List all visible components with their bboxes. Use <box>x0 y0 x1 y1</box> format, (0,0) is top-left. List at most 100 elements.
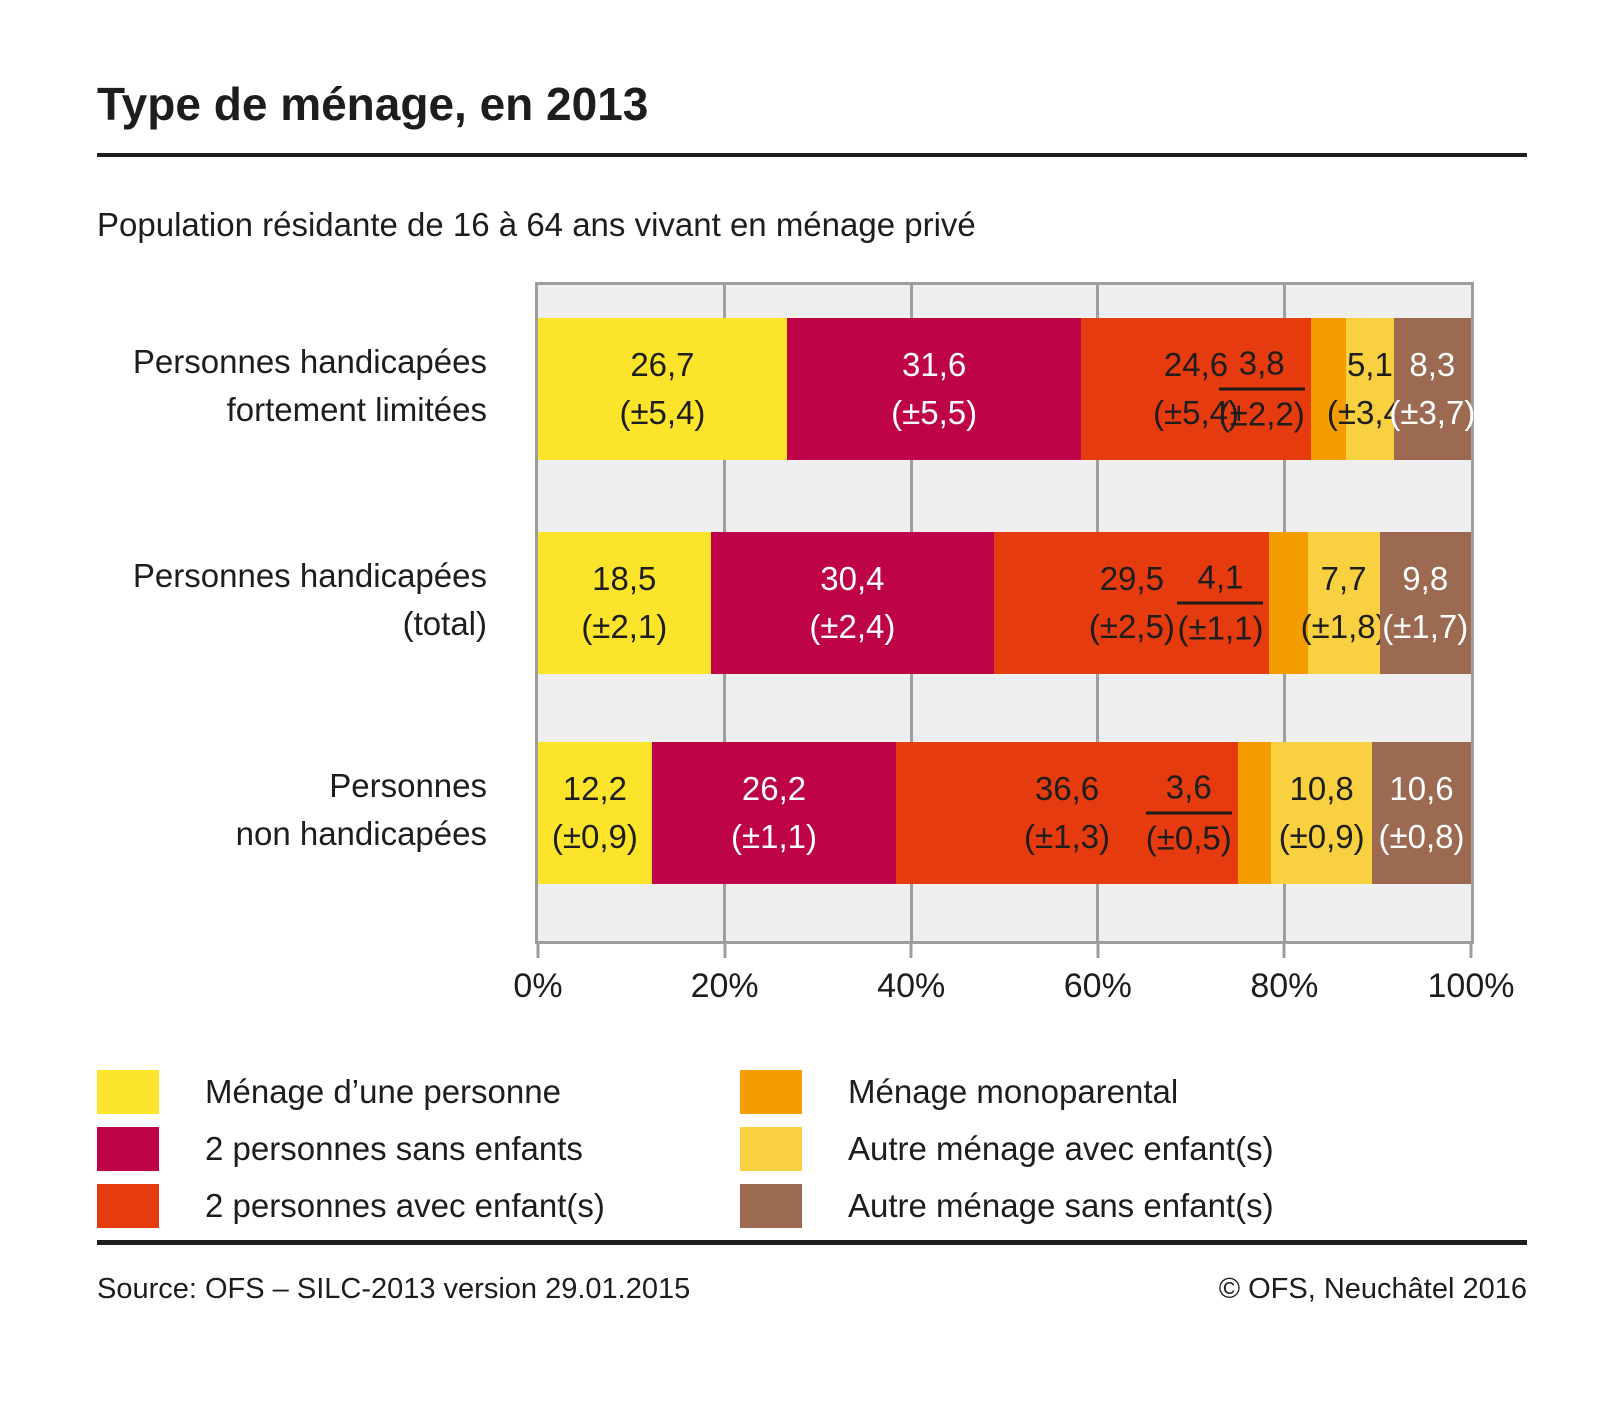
segment-value: 5,1 <box>1346 346 1393 384</box>
segment-confidence-interval: (±5,5) <box>891 394 978 432</box>
segment-value: 9,8 <box>1402 560 1449 598</box>
category-label-line: (total) <box>402 605 487 643</box>
category-label-line: Personnes handicapées <box>132 343 487 381</box>
segment-confidence-interval: (±3,7) <box>1389 394 1476 432</box>
category-label-line: fortement limitées <box>226 391 487 429</box>
segment-value-label: 8,3 (±3,7) <box>1389 341 1475 437</box>
axis-tick <box>1282 944 1286 959</box>
segment-value: 12,2 <box>562 770 628 808</box>
legend-label: Ménage d’une personne <box>205 1073 561 1111</box>
segment-value: 4,1 <box>1177 554 1264 605</box>
segment-value: 24,6 <box>1163 346 1229 384</box>
legend-swatch <box>740 1184 802 1229</box>
axis-tick <box>723 944 727 959</box>
axis-tick <box>1469 944 1473 959</box>
segment-value-label: 36,6 (±1,3) <box>1024 765 1110 861</box>
segment-confidence-interval: (±2,4) <box>809 608 896 646</box>
segment-value-label: 31,6 (±5,5) <box>891 341 977 437</box>
segment-confidence-interval: (±1,3) <box>1024 818 1110 856</box>
segment-confidence-interval: (±1,7) <box>1382 608 1469 646</box>
segment-value-label: 4,1 (±1,1) <box>1177 554 1264 653</box>
axis-tick-label: 100% <box>1427 967 1515 1006</box>
segment-value-label: 24,6 (±5,4) <box>1153 341 1239 437</box>
category-label: Personnes handicapées fortement limitées <box>97 338 487 434</box>
legend-label: 2 personnes sans enfants <box>205 1130 583 1168</box>
bar-segment: 29,5 (±2,5) 4,1 (±1,1) <box>994 532 1270 675</box>
segment-value-label: 10,8 (±0,9) <box>1279 765 1365 861</box>
segment-confidence-interval: (±1,1) <box>731 818 818 856</box>
bar-segment: 18,5 (±2,1) <box>538 532 711 675</box>
segment-confidence-interval: (±1,1) <box>1177 609 1264 647</box>
legend-column: Ménage monoparental Autre ménage avec enf… <box>740 1070 1274 1241</box>
category-label-line: Personnes <box>329 767 487 805</box>
legend-item: Ménage d’une personne <box>97 1070 605 1115</box>
segment-value-label: 9,8 (±1,7) <box>1382 555 1468 651</box>
segment-confidence-interval: (±2,1) <box>581 608 668 646</box>
segment-value: 3,6 <box>1145 764 1232 815</box>
segment-value-label: 30,4 (±2,4) <box>809 555 895 651</box>
footer: Source: OFS – SILC-2013 version 29.01.20… <box>97 1273 1527 1306</box>
segment-value-label: 29,5 (±2,5) <box>1089 555 1175 651</box>
legend-swatch <box>97 1184 159 1229</box>
legend-swatch <box>740 1127 802 1172</box>
bar-segment: 5,1 (±3,4) <box>1327 318 1413 461</box>
segment-value-label: 7,7 (±1,8) <box>1301 555 1387 651</box>
segment-value-label: 12,2 (±0,9) <box>552 765 638 861</box>
legend-item: 2 personnes avec enfant(s) <box>97 1184 605 1229</box>
segment-value-label: 26,2 (±1,1) <box>731 765 817 861</box>
legend-item: Ménage monoparental <box>740 1070 1274 1115</box>
legend-swatch <box>97 1070 159 1115</box>
legend-label: 2 personnes avec enfant(s) <box>205 1187 605 1225</box>
segment-value: 10,8 <box>1289 770 1354 808</box>
chart-subtitle: Population résidante de 16 à 64 ans viva… <box>97 205 976 243</box>
segment-confidence-interval: (±5,4) <box>619 394 706 432</box>
axis-tick-label: 0% <box>513 967 563 1006</box>
category-label-line: non handicapées <box>235 815 487 853</box>
legend-column: Ménage d’une personne 2 personnes sans en… <box>97 1070 605 1241</box>
segment-confidence-interval: (±2,5) <box>1088 608 1175 646</box>
bar-segment: 31,6 (±5,5) <box>786 318 1082 461</box>
plot-area: 26,7 (±5,4) 31,6 (±5,5) 24,6 (±5,4) 3,8 (±2,2) 5… <box>535 282 1475 945</box>
segment-confidence-interval: (±0,5) <box>1145 819 1232 857</box>
segment-value-label: 18,5 (±2,1) <box>581 555 667 651</box>
category-label: Personnes handicapées (total) <box>97 552 487 648</box>
segment-confidence-interval: (±1,8) <box>1300 608 1387 646</box>
segment-value: 3,8 <box>1218 340 1305 391</box>
legend-swatch <box>97 1127 159 1172</box>
bar-segment: 8,3 (±3,7) <box>1389 318 1475 461</box>
segment-value: 26,2 <box>741 770 807 808</box>
category-label: Personnes non handicapées <box>97 762 487 858</box>
bar-segment: 30,4 (±2,4) <box>710 532 995 675</box>
title-divider <box>97 152 1527 157</box>
segment-confidence-interval: (±0,9) <box>1278 818 1365 856</box>
legend-label: Ménage monoparental <box>848 1073 1179 1111</box>
legend-item: Autre ménage sans enfant(s) <box>740 1184 1274 1229</box>
segment-confidence-interval: (±0,8) <box>1378 818 1465 856</box>
bar-segment: 10,6 (±0,8) <box>1372 742 1471 885</box>
stacked-bar-chart: 26,7 (±5,4) 31,6 (±5,5) 24,6 (±5,4) 3,8 (±2,2) 5… <box>97 282 1527 1014</box>
bar-segment: 9,8 (±1,7) <box>1379 532 1471 675</box>
legend-item: Autre ménage avec enfant(s) <box>740 1127 1274 1172</box>
bar-segment: 26,2 (±1,1) <box>651 742 897 885</box>
segment-value: 8,3 <box>1409 346 1456 384</box>
segment-value-label: 26,7 (±5,4) <box>619 341 705 437</box>
bar-row: 26,7 (±5,4) 31,6 (±5,5) 24,6 (±5,4) 3,8 (±2,2) 5… <box>538 318 1475 461</box>
segment-value-label: 3,8 (±2,2) <box>1218 340 1305 439</box>
legend-item: 2 personnes sans enfants <box>97 1127 605 1172</box>
segment-confidence-interval: (±0,9) <box>551 818 638 856</box>
axis-tick-label: 20% <box>690 967 759 1006</box>
bar-segment <box>1269 532 1308 675</box>
axis-tick-label: 80% <box>1250 967 1319 1006</box>
segment-value: 18,5 <box>592 560 657 598</box>
bar-segment <box>1237 742 1272 885</box>
segment-value: 26,7 <box>630 346 695 384</box>
legend: Ménage d’une personne 2 personnes sans en… <box>97 1070 1527 1229</box>
bar-segment: 36,6 (±1,3) 3,6 (±0,5) <box>896 742 1238 885</box>
segment-value-label: 3,6 (±0,5) <box>1145 764 1232 863</box>
segment-confidence-interval: (±2,2) <box>1218 395 1305 433</box>
bar-row: 12,2 (±0,9) 26,2 (±1,1) 36,6 (±1,3) 3,6 (±0,5) 1… <box>538 742 1471 885</box>
axis-tick <box>536 944 540 959</box>
bar-segment: 26,7 (±5,4) <box>538 318 787 461</box>
category-label-line: Personnes handicapées <box>132 557 487 595</box>
axis-tick-label: 60% <box>1063 967 1132 1006</box>
